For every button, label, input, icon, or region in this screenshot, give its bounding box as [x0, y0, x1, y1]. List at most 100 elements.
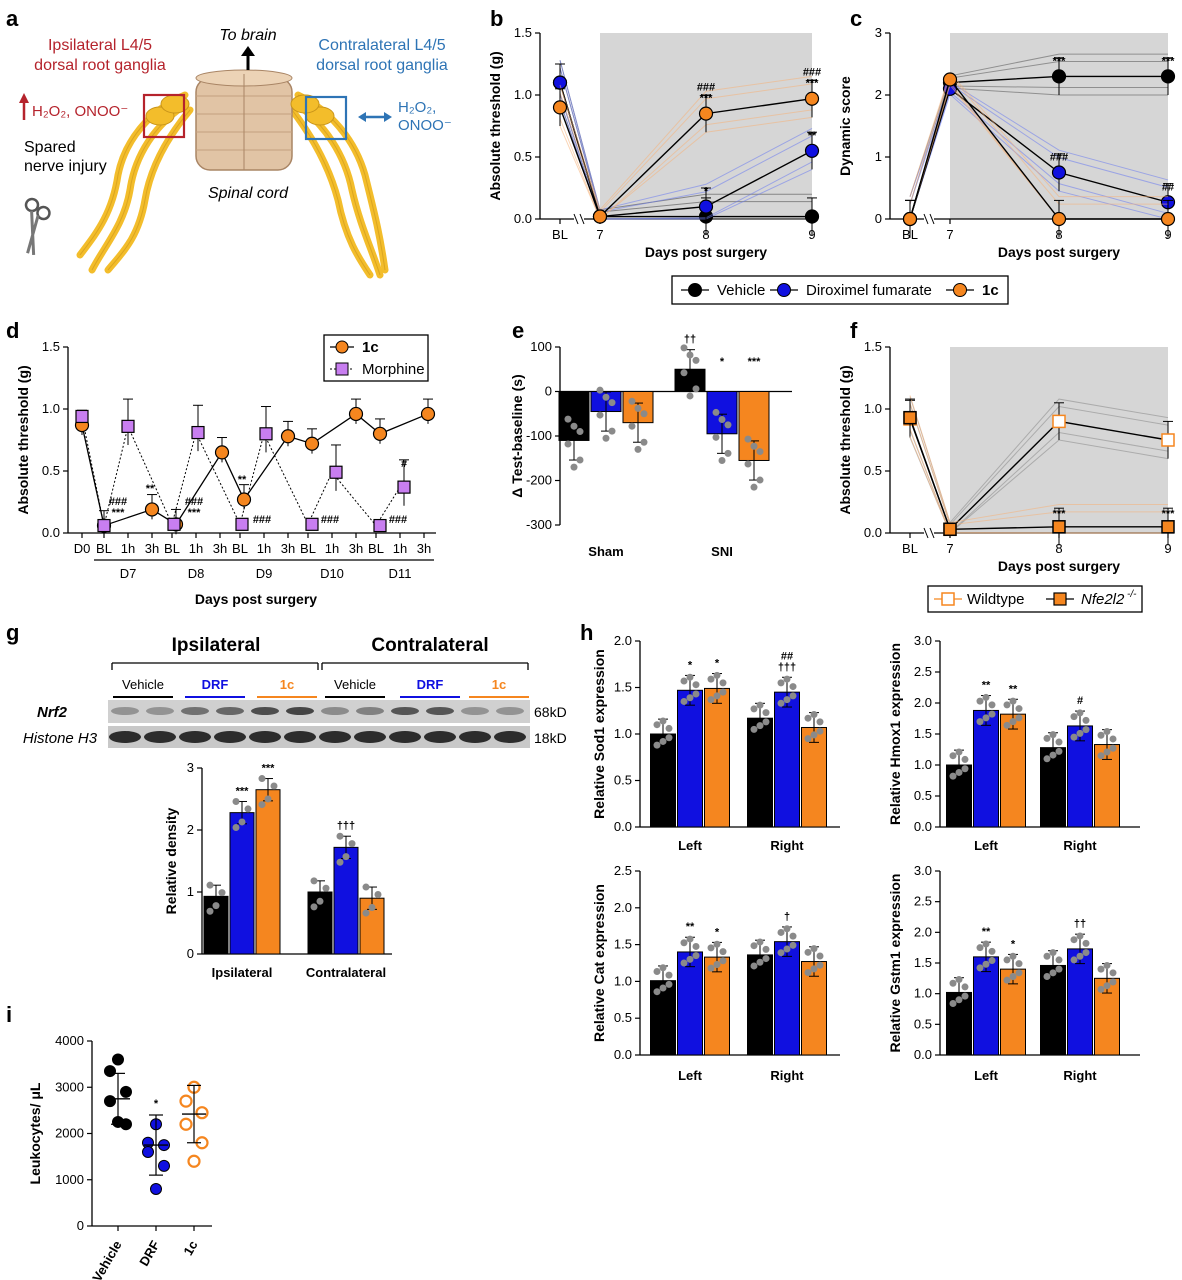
individual-point — [783, 675, 791, 683]
individual-point — [804, 969, 812, 977]
blot-band — [284, 731, 316, 743]
significance-mark: ### — [185, 496, 203, 508]
individual-point — [955, 996, 963, 1004]
legend-marker — [1053, 592, 1067, 606]
legend-1c: 1c — [362, 339, 379, 356]
significance-mark: ** — [808, 130, 817, 142]
individual-point — [640, 438, 648, 446]
y-axis-title: Relative Cat expression — [591, 884, 607, 1042]
legend-wildtype: Wildtype — [967, 591, 1025, 608]
individual-point — [713, 960, 721, 968]
blot-band — [321, 707, 349, 715]
individual-point — [692, 942, 700, 950]
individual-point — [628, 422, 636, 430]
individual-point — [777, 928, 785, 936]
panel-label-f: f — [850, 318, 858, 343]
data-point — [1052, 520, 1066, 534]
individual-point — [1070, 936, 1078, 944]
individual-point — [777, 699, 785, 707]
individual-point — [982, 940, 990, 948]
individual-point — [816, 952, 824, 960]
panel-label-d: d — [6, 318, 19, 343]
significance-mark: † — [784, 911, 790, 923]
panel-label-c: c — [850, 6, 862, 31]
individual-point — [949, 999, 957, 1007]
individual-point — [322, 884, 330, 892]
y-tick-label: 3.0 — [914, 863, 932, 878]
data-point — [804, 91, 820, 106]
axis-break — [929, 213, 935, 225]
blot-band — [144, 731, 176, 743]
individual-trace — [909, 402, 1168, 526]
significance-mark: * — [715, 658, 720, 670]
individual-point — [713, 692, 721, 700]
y-axis-title: Relative Gstm1 expression — [887, 874, 903, 1053]
legend-1c: 1c — [982, 282, 999, 299]
y-tick-label: 1.0 — [914, 986, 932, 1001]
individual-point — [783, 945, 791, 953]
legend-knockout: Nfe2l2 — [1081, 591, 1125, 608]
data-point-morphine — [235, 517, 249, 531]
y-tick-label: -200 — [526, 473, 552, 488]
x-tick-label: Vehicle — [89, 1238, 124, 1280]
individual-point — [1055, 738, 1063, 746]
group-label: D9 — [256, 566, 273, 581]
individual-point — [602, 393, 610, 401]
category-label: Right — [1063, 1068, 1097, 1083]
y-tick-label: 100 — [530, 339, 552, 354]
individual-point — [1097, 731, 1105, 739]
y-tick-label: 1.0 — [614, 726, 632, 741]
panel-label-e: e — [512, 318, 524, 343]
individual-point — [659, 737, 667, 745]
x-tick-label: 9 — [1164, 541, 1171, 556]
x-tick-label: 3h — [349, 541, 363, 556]
contralateral-title: dorsal root ganglia — [316, 57, 448, 74]
x-tick-label: 7 — [946, 541, 953, 556]
bar — [801, 726, 827, 828]
bar — [774, 941, 800, 1056]
individual-point — [949, 752, 957, 760]
x-tick-label: 3h — [213, 541, 227, 556]
individual-point — [686, 694, 694, 702]
data-point — [698, 106, 714, 121]
legend-marker — [953, 283, 967, 297]
significance-mark: * — [688, 659, 693, 671]
group-label: D10 — [320, 566, 344, 581]
spinal-cord-label: Spinal cord — [208, 185, 289, 202]
series-line — [559, 82, 813, 218]
individual-point — [665, 734, 673, 742]
individual-point — [1097, 752, 1105, 760]
x-tick-label: BL — [164, 541, 180, 556]
legend-vehicle: Vehicle — [717, 282, 765, 299]
individual-point — [1009, 952, 1017, 960]
blot-group-title: Contralateral — [371, 635, 488, 656]
significance-mark: *** — [262, 763, 276, 775]
individual-point — [750, 442, 758, 450]
up-arrow-icon — [19, 93, 29, 103]
y-tick-label: 1.5 — [42, 339, 60, 354]
individual-point — [750, 483, 758, 491]
bar — [229, 812, 255, 955]
individual-point — [270, 782, 278, 790]
individual-point — [362, 909, 370, 917]
individual-point — [1109, 744, 1117, 752]
data-point — [158, 1159, 170, 1172]
y-tick-label: 1 — [187, 884, 194, 899]
individual-point — [1043, 755, 1051, 763]
x-tick-label: 3h — [281, 541, 295, 556]
x-tick-label: 1h — [189, 541, 203, 556]
data-point-morphine — [75, 409, 89, 424]
individual-point — [1043, 952, 1051, 960]
bar — [747, 954, 773, 1056]
individual-trace — [909, 74, 1168, 205]
data-point-morphine — [329, 465, 343, 479]
individual-point — [750, 942, 758, 950]
individual-point — [744, 435, 752, 443]
significance-mark: *** — [1162, 508, 1176, 520]
category-label: Right — [770, 838, 804, 853]
blot-band — [424, 731, 456, 743]
data-point-morphine — [373, 518, 387, 533]
y-tick-label: 0.5 — [864, 463, 882, 478]
y-tick-label: 0 — [77, 1218, 84, 1233]
legend-marker — [335, 340, 349, 354]
